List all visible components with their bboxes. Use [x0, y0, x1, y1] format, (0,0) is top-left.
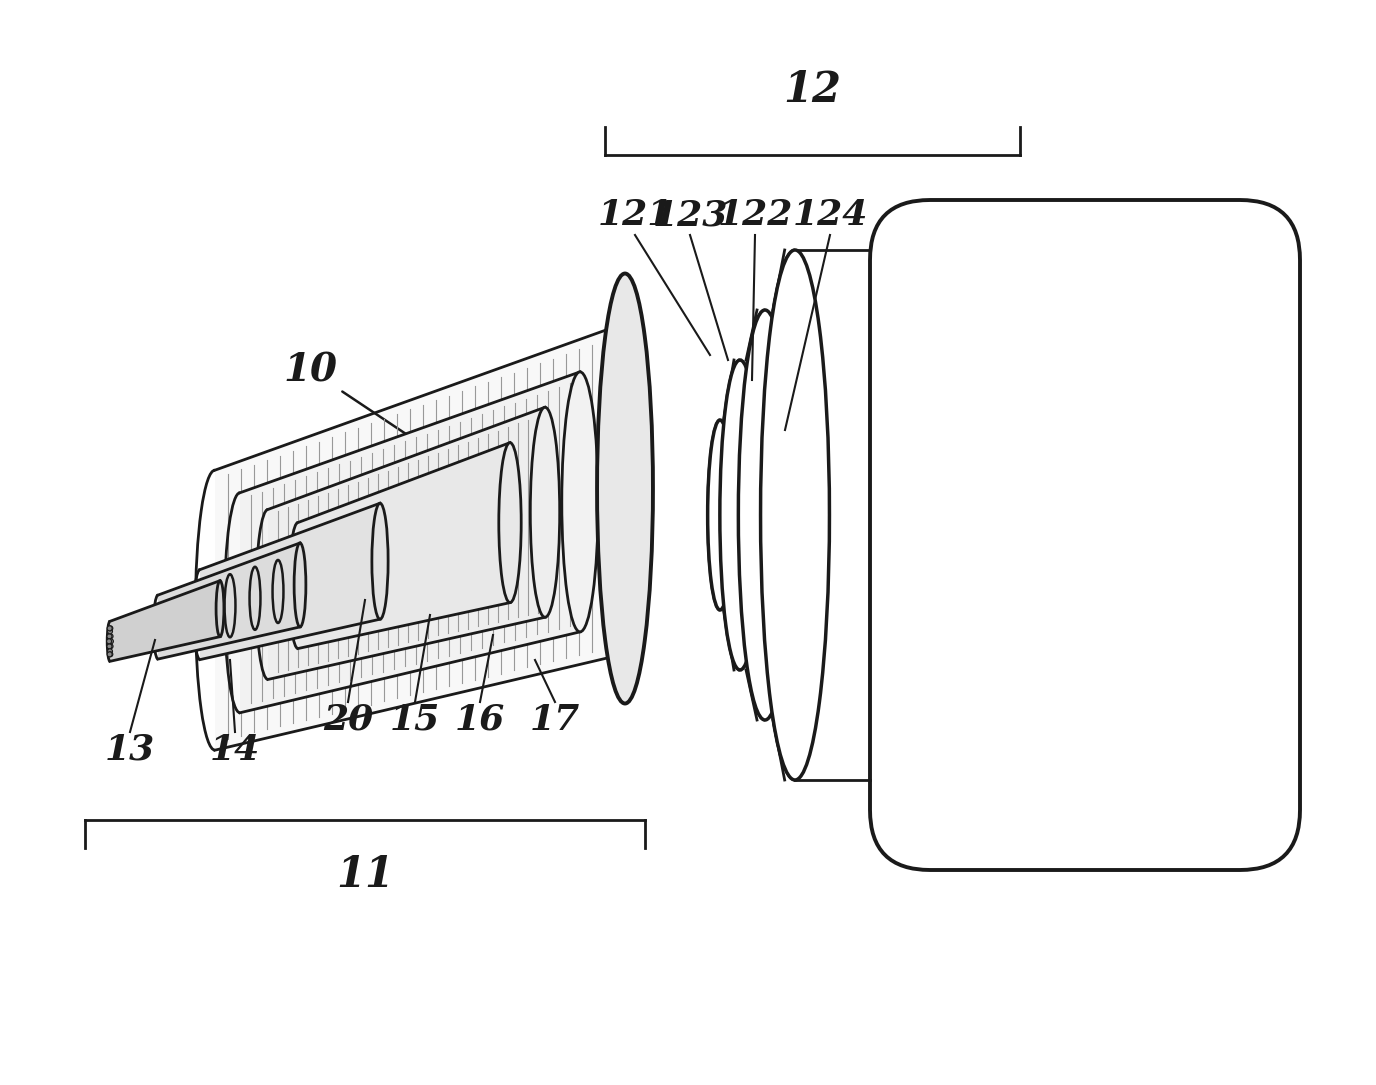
Ellipse shape: [107, 649, 113, 654]
Ellipse shape: [707, 420, 732, 610]
Ellipse shape: [107, 643, 111, 649]
Text: 14: 14: [211, 733, 260, 767]
Ellipse shape: [720, 360, 760, 671]
Ellipse shape: [761, 250, 830, 780]
Ellipse shape: [107, 626, 113, 630]
Ellipse shape: [107, 639, 113, 643]
Text: 122: 122: [717, 197, 793, 232]
Ellipse shape: [107, 634, 111, 639]
Ellipse shape: [597, 326, 643, 655]
Polygon shape: [110, 580, 220, 662]
Ellipse shape: [107, 629, 113, 634]
Text: 123: 123: [652, 197, 728, 232]
Ellipse shape: [498, 443, 522, 602]
Ellipse shape: [561, 372, 599, 631]
Ellipse shape: [107, 652, 113, 656]
Text: 20: 20: [323, 703, 373, 737]
Text: 121: 121: [597, 197, 673, 232]
Polygon shape: [268, 407, 545, 679]
Polygon shape: [239, 372, 581, 713]
Ellipse shape: [530, 407, 560, 617]
Ellipse shape: [109, 634, 113, 639]
Ellipse shape: [597, 273, 654, 703]
Ellipse shape: [106, 639, 111, 643]
Ellipse shape: [216, 580, 224, 637]
Text: 13: 13: [105, 733, 155, 767]
Polygon shape: [158, 542, 300, 659]
Polygon shape: [215, 326, 621, 750]
Text: 11: 11: [336, 854, 394, 896]
Ellipse shape: [372, 503, 388, 620]
Text: 12: 12: [783, 69, 842, 111]
Ellipse shape: [109, 643, 113, 649]
Text: 124: 124: [793, 197, 868, 232]
Text: 16: 16: [455, 703, 505, 737]
Polygon shape: [299, 443, 510, 649]
FancyBboxPatch shape: [870, 200, 1300, 870]
Ellipse shape: [294, 542, 305, 627]
Ellipse shape: [107, 652, 113, 656]
Ellipse shape: [109, 639, 113, 643]
Ellipse shape: [739, 310, 791, 720]
Text: 17: 17: [530, 703, 581, 737]
Polygon shape: [200, 503, 380, 660]
Text: 10: 10: [283, 352, 337, 390]
Text: 15: 15: [389, 703, 440, 737]
Ellipse shape: [107, 626, 113, 630]
